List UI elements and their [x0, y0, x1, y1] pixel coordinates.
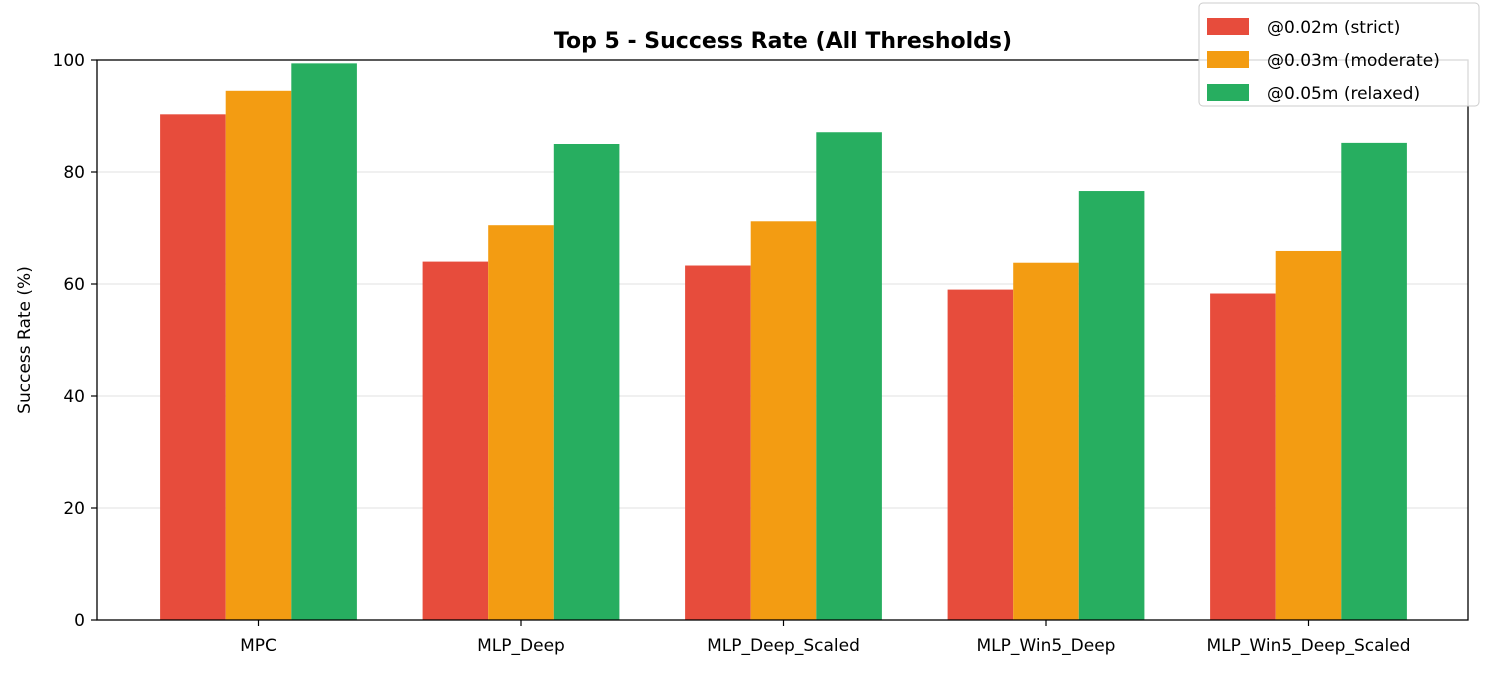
- bar-strict: [422, 261, 489, 620]
- chart-title: Top 5 - Success Rate (All Thresholds): [554, 29, 1012, 54]
- y-axis-label: Success Rate (%): [15, 266, 35, 414]
- x-tick-label: MPC: [240, 636, 277, 656]
- bar-strict: [1210, 293, 1276, 620]
- bar-relaxed: [1341, 142, 1407, 620]
- legend-items: @0.02m (strict) @0.03m (moderate) @0.05m (…: [1207, 18, 1440, 104]
- bars: [160, 63, 1407, 621]
- y-tick-label: 60: [63, 275, 85, 295]
- y-tick-label: 100: [53, 51, 85, 71]
- legend-swatch: [1207, 18, 1249, 35]
- bar-moderate: [488, 225, 554, 620]
- y-tick-label: 0: [74, 611, 85, 631]
- legend: @0.02m (strict) @0.03m (moderate) @0.05m (…: [1198, 2, 1480, 107]
- bar-moderate: [750, 221, 817, 620]
- bar-moderate: [1013, 262, 1079, 620]
- y-axis-ticks: 0 20 40 60 80 100: [53, 51, 97, 631]
- legend-swatch: [1207, 51, 1249, 68]
- bar-moderate: [225, 90, 292, 621]
- bar-strict: [685, 265, 751, 620]
- y-tick-label: 20: [63, 499, 85, 519]
- x-axis-ticks: MPC MLP_Deep MLP_Deep_Scaled MLP_Win5_Deep M…: [240, 620, 1410, 656]
- legend-label: @0.02m (strict): [1267, 18, 1400, 38]
- x-tick-label: MLP_Win5_Deep_Scaled: [1207, 636, 1411, 656]
- legend-label: @0.03m (moderate): [1267, 51, 1440, 71]
- x-tick-label: MLP_Deep: [477, 636, 565, 656]
- x-tick-label: MLP_Win5_Deep: [977, 636, 1116, 656]
- legend-label: @0.05m (relaxed): [1267, 84, 1420, 104]
- bar-strict: [160, 114, 226, 620]
- plot-frame: [96, 59, 1469, 621]
- bar-relaxed: [1078, 191, 1145, 621]
- x-tick-label: MLP_Deep_Scaled: [707, 636, 860, 656]
- bar-strict: [947, 289, 1014, 620]
- bar-relaxed: [553, 144, 620, 620]
- bar-moderate: [1275, 250, 1342, 620]
- bar-relaxed: [816, 132, 882, 621]
- legend-box: [1198, 2, 1480, 107]
- legend-swatch: [1207, 84, 1249, 101]
- y-tick-label: 40: [63, 387, 85, 407]
- bar-relaxed: [291, 63, 357, 621]
- y-tick-label: 80: [63, 163, 85, 183]
